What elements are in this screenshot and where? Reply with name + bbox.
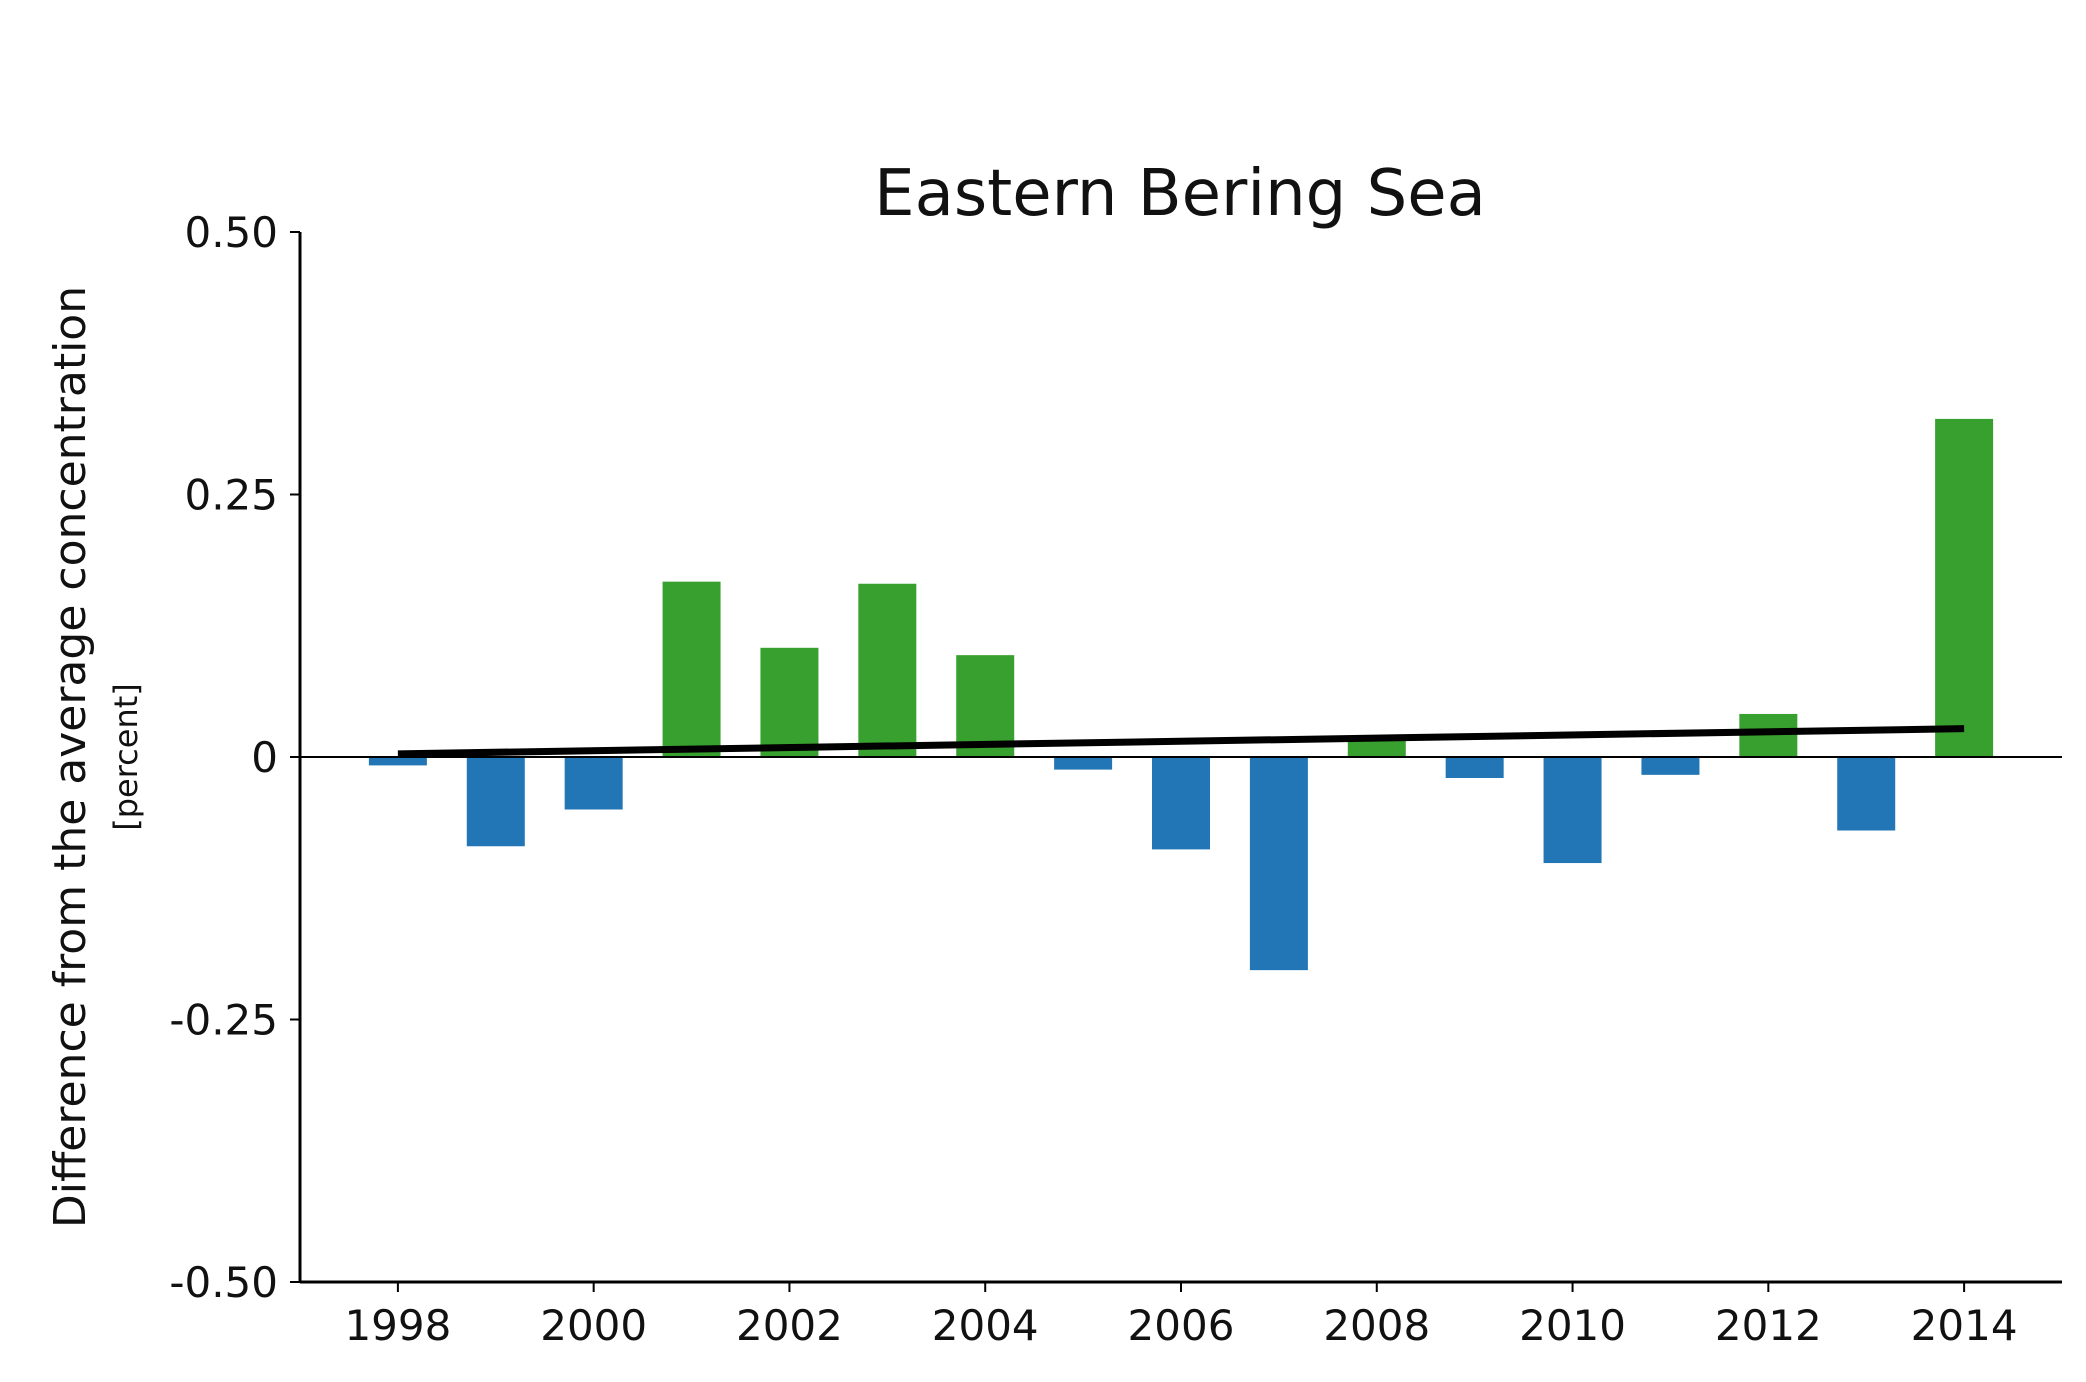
chart-title: Eastern Bering Sea <box>874 157 1486 231</box>
y-tick-label: 0.25 <box>184 471 278 520</box>
bar-2010 <box>1543 757 1602 864</box>
bar-2009 <box>1445 757 1504 778</box>
bar-2011 <box>1641 757 1700 775</box>
bars-group <box>368 418 1994 971</box>
y-tick-label: -0.25 <box>169 996 278 1045</box>
trend-line <box>397 725 1965 758</box>
x-tick-label: 2006 <box>1128 1301 1235 1350</box>
y-tick-label: -0.50 <box>169 1258 278 1307</box>
y-axis-unit-label: [percent] <box>107 683 145 831</box>
bar-1998 <box>368 757 427 766</box>
bar-2004 <box>956 655 1015 757</box>
bar-2005 <box>1054 757 1113 770</box>
bar-2000 <box>564 757 623 810</box>
bar-2014 <box>1935 418 1994 757</box>
y-axis-label-group: Difference from the average concentratio… <box>45 286 145 1228</box>
x-ticks-group: 1998 2000 2002 2004 2006 2008 2010 2012 2014 <box>344 1282 2018 1350</box>
bar-2013 <box>1837 757 1896 831</box>
x-tick-label: 2014 <box>1911 1301 2018 1350</box>
bar-2006 <box>1152 757 1210 850</box>
x-tick-label: 2008 <box>1323 1301 1430 1350</box>
x-tick-label: 1998 <box>344 1301 451 1350</box>
y-tick-label: 0.50 <box>184 208 278 257</box>
bar-2007 <box>1249 757 1308 971</box>
bar-2003 <box>858 583 917 757</box>
y-tick-label: 0 <box>251 733 278 782</box>
bar-2001 <box>662 581 721 757</box>
bar-2008 <box>1347 738 1406 757</box>
x-tick-label: 2000 <box>540 1301 647 1350</box>
x-tick-label: 2002 <box>736 1301 843 1350</box>
bar-2002 <box>760 647 819 757</box>
bar-1999 <box>466 757 525 847</box>
trend-line-group <box>397 725 1965 758</box>
y-ticks-group: 0.50 0.25 0 -0.25 -0.50 <box>169 208 300 1307</box>
y-axis-label: Difference from the average concentratio… <box>45 286 96 1228</box>
x-tick-label: 2004 <box>932 1301 1039 1350</box>
x-tick-label: 2010 <box>1519 1301 1626 1350</box>
x-tick-label: 2012 <box>1715 1301 1822 1350</box>
